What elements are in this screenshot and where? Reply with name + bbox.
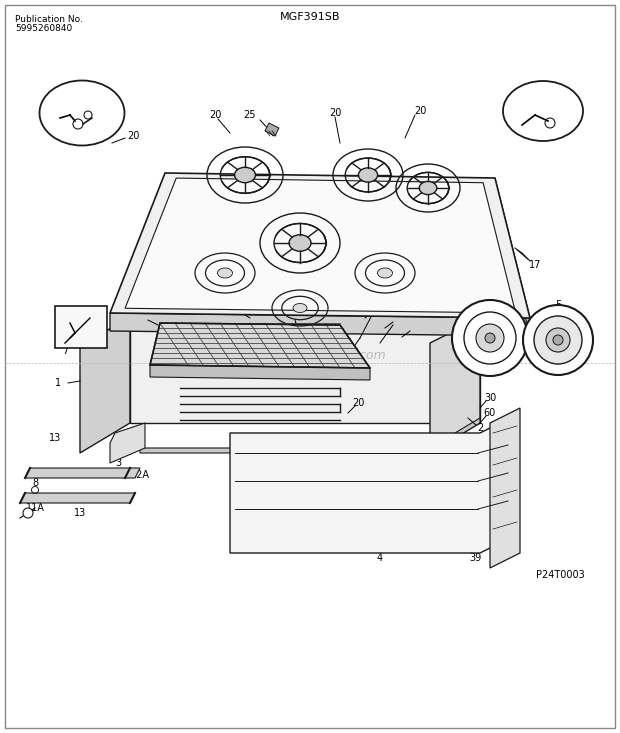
- Text: 11: 11: [369, 303, 381, 313]
- Text: 5995260840: 5995260840: [15, 24, 73, 33]
- Text: 10: 10: [232, 303, 244, 313]
- Text: 5: 5: [555, 300, 561, 310]
- FancyBboxPatch shape: [55, 306, 107, 348]
- Ellipse shape: [293, 303, 307, 312]
- Text: 16: 16: [292, 330, 304, 340]
- Polygon shape: [110, 313, 530, 336]
- Polygon shape: [110, 173, 530, 318]
- Circle shape: [23, 508, 33, 518]
- Text: 8: 8: [412, 323, 418, 333]
- Ellipse shape: [503, 81, 583, 141]
- Text: 8: 8: [32, 478, 38, 488]
- Text: 13: 13: [74, 508, 86, 518]
- Polygon shape: [430, 318, 480, 453]
- Circle shape: [553, 335, 563, 345]
- Text: 1: 1: [55, 378, 61, 388]
- Text: 18: 18: [538, 97, 549, 106]
- Text: 18A: 18A: [58, 101, 76, 111]
- Text: 20: 20: [414, 106, 426, 116]
- Ellipse shape: [289, 235, 311, 251]
- Ellipse shape: [218, 268, 232, 278]
- Circle shape: [523, 305, 593, 375]
- Ellipse shape: [378, 268, 392, 278]
- Text: Publication No.: Publication No.: [15, 15, 83, 24]
- Polygon shape: [490, 408, 520, 568]
- Polygon shape: [110, 423, 145, 463]
- Circle shape: [476, 324, 504, 352]
- Text: 20: 20: [127, 131, 139, 141]
- Circle shape: [534, 316, 582, 364]
- Text: 60: 60: [484, 408, 496, 418]
- Text: 25: 25: [244, 110, 256, 120]
- Ellipse shape: [419, 181, 437, 194]
- Text: eReplacementParts.com: eReplacementParts.com: [234, 348, 386, 361]
- Polygon shape: [125, 178, 516, 313]
- Text: 20: 20: [329, 108, 341, 118]
- Text: 12: 12: [392, 313, 404, 323]
- Text: 7: 7: [62, 346, 68, 356]
- Polygon shape: [130, 318, 480, 423]
- Circle shape: [485, 333, 495, 343]
- Ellipse shape: [40, 81, 125, 145]
- Text: P24T0003: P24T0003: [536, 570, 585, 580]
- Ellipse shape: [234, 167, 255, 183]
- Text: 2: 2: [477, 423, 483, 433]
- Text: 39: 39: [469, 553, 481, 563]
- Text: MGF391SB: MGF391SB: [280, 12, 340, 22]
- Circle shape: [546, 328, 570, 352]
- Text: 3: 3: [115, 458, 121, 468]
- Text: 9: 9: [139, 313, 145, 323]
- Text: 20: 20: [352, 398, 364, 408]
- Polygon shape: [495, 178, 530, 336]
- Polygon shape: [140, 418, 480, 453]
- Polygon shape: [265, 123, 279, 136]
- Text: 4: 4: [377, 553, 383, 563]
- Polygon shape: [20, 493, 135, 503]
- Polygon shape: [150, 365, 370, 380]
- Polygon shape: [25, 468, 140, 478]
- Text: 30: 30: [484, 393, 496, 403]
- Text: 12A: 12A: [130, 470, 149, 480]
- Polygon shape: [150, 323, 370, 368]
- Polygon shape: [230, 418, 510, 553]
- Polygon shape: [80, 318, 130, 453]
- Polygon shape: [80, 318, 480, 368]
- Text: 14: 14: [484, 295, 496, 305]
- Text: 20: 20: [389, 250, 401, 260]
- Text: 20: 20: [209, 110, 221, 120]
- Text: 11A: 11A: [25, 503, 45, 513]
- Circle shape: [452, 300, 528, 376]
- Text: 17: 17: [529, 260, 541, 270]
- Ellipse shape: [358, 168, 378, 182]
- Text: 13: 13: [49, 433, 61, 443]
